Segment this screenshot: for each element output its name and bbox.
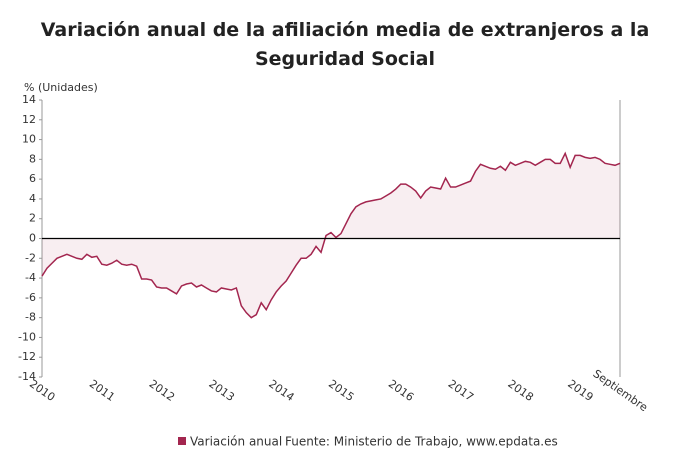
- x-tick-label: 2011: [87, 377, 117, 404]
- legend-swatch: [178, 437, 186, 445]
- x-tick-label: 2016: [386, 377, 416, 404]
- y-tick-label: 6: [29, 172, 36, 185]
- y-tick-label: 8: [29, 152, 36, 165]
- y-tick-label: -4: [25, 271, 36, 284]
- y-tick-label: 2: [29, 212, 36, 225]
- area-fill: [42, 153, 620, 318]
- x-tick-label: 2013: [206, 377, 236, 404]
- x-tick-label: 2012: [147, 377, 177, 404]
- x-tick-label: 2018: [505, 377, 535, 404]
- y-tick-label: 14: [22, 93, 36, 106]
- y-tick-label: 0: [29, 232, 36, 245]
- x-tick-label: 2019: [565, 377, 595, 404]
- y-tick-label: -12: [18, 350, 36, 363]
- y-tick-label: 4: [29, 192, 36, 205]
- y-tick-label: -8: [25, 311, 36, 324]
- y-tick-label: -10: [18, 330, 36, 343]
- x-tick-label: 2017: [446, 377, 476, 404]
- x-tick-label: 2010: [27, 377, 57, 404]
- y-axis-label: % (Unidades): [24, 81, 98, 94]
- x-tick-label: 2014: [266, 377, 296, 404]
- y-tick-label: -2: [25, 251, 36, 264]
- line: [41, 151, 621, 319]
- y-tick-label: 12: [22, 113, 36, 126]
- chart-title: Variación anual de la afiliación media d…: [40, 19, 650, 70]
- y-tick-label: -14: [18, 370, 36, 383]
- legend-label: Variación anual: [190, 435, 282, 449]
- y-tick-label: -6: [25, 291, 36, 304]
- y-tick-label: 10: [22, 133, 36, 146]
- source: Fuente: Ministerio de Trabajo, www.epdat…: [285, 435, 558, 449]
- x-tick-label: 2015: [326, 377, 356, 404]
